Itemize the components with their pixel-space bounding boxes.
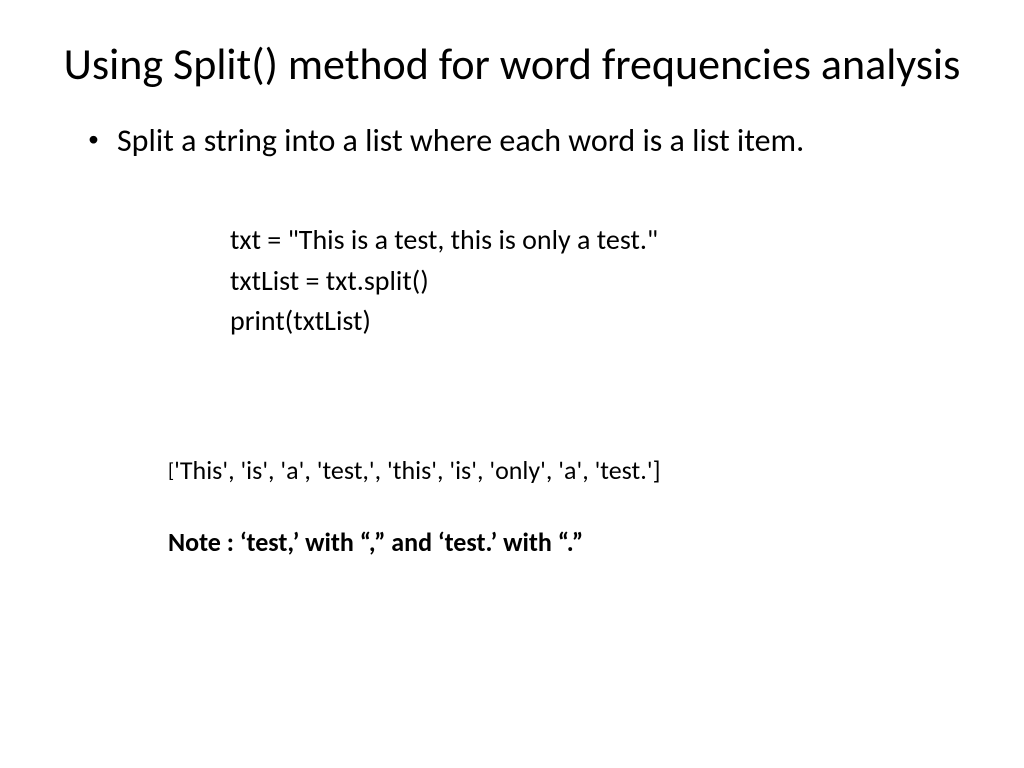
- bullet-dot-icon: •: [88, 119, 99, 159]
- code-line-2: txtList = txt.split(): [230, 261, 964, 302]
- bullet-item: • Split a string into a list where each …: [88, 119, 944, 162]
- code-line-3: print(txtList): [230, 301, 964, 342]
- code-block: txt = "This is a test, this is only a te…: [230, 220, 964, 342]
- output-body: 'This', 'is', 'a', 'test,', 'this', 'is'…: [174, 454, 660, 486]
- slide-title: Using Split() method for word frequencie…: [60, 38, 964, 91]
- note-text: Note : ‘test,’ with “,” and ‘test.’ with…: [168, 526, 964, 558]
- output-block: ['This', 'is', 'a', 'test,', 'this', 'is…: [168, 452, 964, 488]
- code-line-1: txt = "This is a test, this is only a te…: [230, 220, 964, 261]
- bullet-text: Split a string into a list where each wo…: [117, 119, 804, 162]
- slide: Using Split() method for word frequencie…: [0, 0, 1024, 768]
